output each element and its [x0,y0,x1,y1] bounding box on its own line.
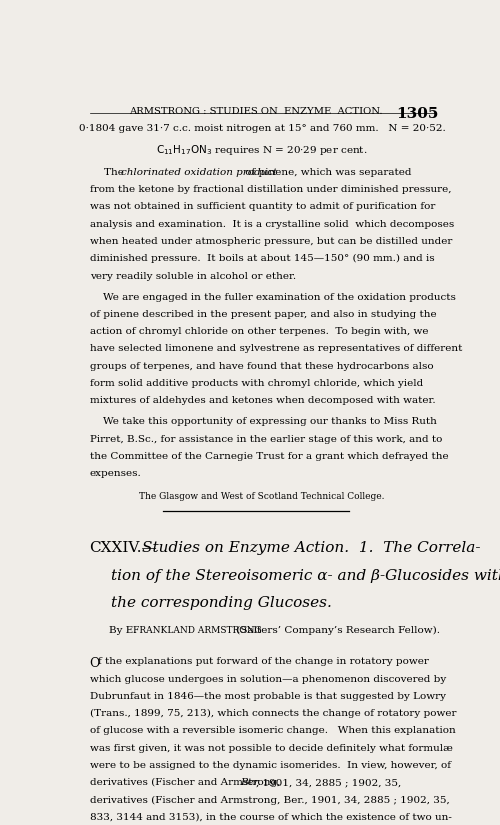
Text: was first given, it was not possible to decide definitely what formulæ: was first given, it was not possible to … [90,743,452,752]
Text: (Trans., 1899, 75, 213), which connects the change of rotatory power: (Trans., 1899, 75, 213), which connects … [90,710,456,719]
Text: The Glasgow and West of Scotland Technical College.: The Glasgow and West of Scotland Technic… [140,492,385,501]
Text: f the explanations put forward of the change in rotatory power: f the explanations put forward of the ch… [98,658,428,667]
Text: ARMSTRONG : STUDIES ON  ENZYME  ACTION.: ARMSTRONG : STUDIES ON ENZYME ACTION. [130,107,383,116]
Text: Dubrunfaut in 1846—the most probable is that suggested by Lowry: Dubrunfaut in 1846—the most probable is … [90,692,446,700]
Text: were to be assigned to the dynamic isomerides.  In view, however, of: were to be assigned to the dynamic isome… [90,761,450,770]
Text: We take this opportunity of expressing our thanks to Miss Ruth: We take this opportunity of expressing o… [90,417,436,427]
Text: CXXIV.—: CXXIV.— [90,541,158,555]
Text: analysis and examination.  It is a crystalline solid  which decomposes: analysis and examination. It is a crysta… [90,219,454,229]
Text: when heated under atmospheric pressure, but can be distilled under: when heated under atmospheric pressure, … [90,237,452,246]
Text: derivatives (Fischer and Armstrong,: derivatives (Fischer and Armstrong, [90,778,283,787]
Text: Ber.: Ber. [240,778,260,787]
Text: (Salters’ Company’s Research Fellow).: (Salters’ Company’s Research Fellow). [232,626,440,635]
Text: O: O [90,658,100,670]
Text: of pinene described in the present paper, and also in studying the: of pinene described in the present paper… [90,310,436,319]
Text: 0·1804 gave 31·7 c.c. moist nitrogen at 15° and 760 mm.   N = 20·52.: 0·1804 gave 31·7 c.c. moist nitrogen at … [78,125,446,134]
Text: groups of terpenes, and have found that these hydrocarbons also: groups of terpenes, and have found that … [90,361,433,370]
Text: which glucose undergoes in solution—a phenomenon discovered by: which glucose undergoes in solution—a ph… [90,675,446,684]
Text: of pinene, which was separated: of pinene, which was separated [242,167,412,177]
Text: have selected limonene and sylvestrene as representatives of different: have selected limonene and sylvestrene a… [90,345,462,353]
Text: $\mathrm{C_{11}H_{17}ON_3}$ requires N = 20·29 per cent.: $\mathrm{C_{11}H_{17}ON_3}$ requires N =… [156,143,368,157]
Text: 1305: 1305 [396,107,438,121]
Text: of glucose with a reversible isomeric change.   When this explanation: of glucose with a reversible isomeric ch… [90,726,456,735]
Text: Studies on Enzyme Action.  1.  The Correla-: Studies on Enzyme Action. 1. The Correla… [142,541,480,555]
Text: mixtures of aldehydes and ketones when decomposed with water.: mixtures of aldehydes and ketones when d… [90,396,435,405]
Text: Pirret, B.Sc., for assistance in the earlier stage of this work, and to: Pirret, B.Sc., for assistance in the ear… [90,435,442,444]
Text: the Committee of the Carnegie Trust for a grant which defrayed the: the Committee of the Carnegie Trust for … [90,452,448,461]
Text: FRANKLAND ARMSTRONG: FRANKLAND ARMSTRONG [133,626,262,635]
Text: By E.: By E. [109,626,140,635]
Text: chlorinated oxidation product: chlorinated oxidation product [122,167,278,177]
Text: very readily soluble in alcohol or ether.: very readily soluble in alcohol or ether… [90,271,296,280]
Text: expenses.: expenses. [90,469,142,478]
Text: The: The [104,167,126,177]
Text: was not obtained in sufficient quantity to admit of purification for: was not obtained in sufficient quantity … [90,202,435,211]
Text: the corresponding Glucoses.: the corresponding Glucoses. [111,596,332,610]
Text: We are engaged in the fuller examination of the oxidation products: We are engaged in the fuller examination… [90,293,456,302]
Text: tion of the Stereoisomeric α- and β-Glucosides with: tion of the Stereoisomeric α- and β-Gluc… [111,568,500,582]
Text: diminished pressure.  It boils at about 145—150° (90 mm.) and is: diminished pressure. It boils at about 1… [90,254,434,263]
Text: derivatives (Fischer and Armstrong, Ber., 1901, 34, 2885 ; 1902, 35,: derivatives (Fischer and Armstrong, Ber.… [90,795,450,804]
Text: , 1901, 34, 2885 ; 1902, 35,: , 1901, 34, 2885 ; 1902, 35, [256,778,401,787]
Text: action of chromyl chloride on other terpenes.  To begin with, we: action of chromyl chloride on other terp… [90,328,428,336]
Text: form solid additive products with chromyl chloride, which yield: form solid additive products with chromy… [90,379,423,388]
Text: 833, 3144 and 3153), in the course of which the existence of two un-: 833, 3144 and 3153), in the course of wh… [90,813,452,822]
Text: from the ketone by fractional distillation under diminished pressure,: from the ketone by fractional distillati… [90,185,451,194]
